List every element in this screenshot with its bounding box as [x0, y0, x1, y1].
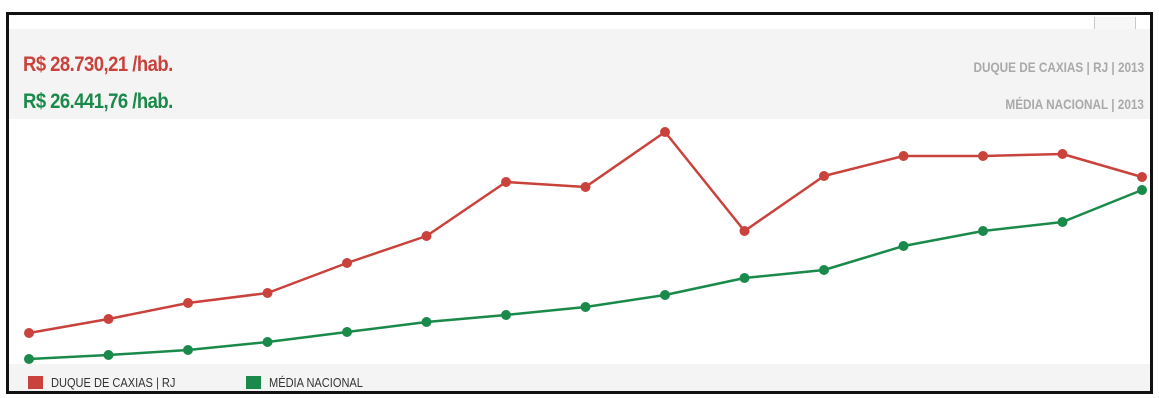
- label-duque-de-caxias: DUQUE DE CAXIAS | RJ | 2013: [973, 59, 1144, 75]
- data-point-media-nacional-3[interactable]: [183, 345, 193, 355]
- data-point-duque-de-caxias-4[interactable]: [262, 288, 273, 298]
- data-point-duque-de-caxias-12[interactable]: [898, 151, 909, 161]
- data-point-media-nacional-6[interactable]: [421, 317, 432, 327]
- legend-swatch-green: [246, 376, 261, 389]
- label-media-nacional: MÉDIA NACIONAL | 2013: [1005, 96, 1144, 112]
- data-point-duque-de-caxias-5[interactable]: [342, 258, 352, 268]
- data-point-media-nacional-7[interactable]: [501, 310, 511, 320]
- value-media-nacional: R$ 26.441,76 /hab.: [23, 90, 173, 113]
- data-point-media-nacional-13[interactable]: [978, 226, 988, 236]
- data-point-media-nacional-9[interactable]: [660, 290, 670, 300]
- chart-header: R$ 28.730,21 /hab. R$ 26.441,76 /hab. DU…: [9, 29, 1150, 119]
- data-point-duque-de-caxias-15[interactable]: [1137, 172, 1147, 182]
- data-point-media-nacional-15[interactable]: [1137, 185, 1147, 195]
- data-point-media-nacional-2[interactable]: [103, 350, 114, 360]
- data-point-duque-de-caxias-2[interactable]: [103, 314, 114, 324]
- data-point-media-nacional-12[interactable]: [898, 241, 909, 251]
- value-duque-de-caxias: R$ 28.730,21 /hab.: [23, 53, 173, 76]
- chart-legend: DUQUE DE CAXIAS | RJ MÉDIA NACIONAL: [9, 364, 1150, 391]
- legend-swatch-red: [28, 376, 43, 389]
- data-point-duque-de-caxias-1[interactable]: [24, 328, 34, 338]
- data-point-duque-de-caxias-10[interactable]: [739, 226, 750, 236]
- legend-label-media-nacional: MÉDIA NACIONAL: [269, 375, 363, 390]
- data-point-media-nacional-1[interactable]: [24, 354, 34, 364]
- legend-label-duque-de-caxias: DUQUE DE CAXIAS | RJ: [51, 375, 176, 390]
- data-point-duque-de-caxias-7[interactable]: [501, 177, 511, 187]
- legend-item-duque-de-caxias[interactable]: DUQUE DE CAXIAS | RJ: [28, 375, 197, 390]
- series-line-media-nacional: [28, 188, 1143, 361]
- data-point-media-nacional-8[interactable]: [580, 302, 591, 312]
- data-point-media-nacional-4[interactable]: [262, 337, 273, 347]
- legend-item-media-nacional[interactable]: MÉDIA NACIONAL: [246, 375, 380, 390]
- data-point-duque-de-caxias-14[interactable]: [1057, 149, 1068, 159]
- chart-frame: R$ 28.730,21 /hab. R$ 26.441,76 /hab. DU…: [6, 12, 1153, 394]
- data-point-duque-de-caxias-6[interactable]: [421, 231, 432, 241]
- data-point-duque-de-caxias-13[interactable]: [978, 151, 988, 161]
- data-point-duque-de-caxias-9[interactable]: [660, 127, 670, 137]
- data-point-duque-de-caxias-8[interactable]: [580, 182, 591, 192]
- line-chart: [24, 127, 1147, 364]
- data-point-media-nacional-14[interactable]: [1057, 217, 1068, 227]
- data-point-duque-de-caxias-3[interactable]: [183, 298, 193, 308]
- data-point-duque-de-caxias-11[interactable]: [819, 171, 829, 181]
- data-point-media-nacional-5[interactable]: [342, 327, 352, 337]
- data-point-media-nacional-10[interactable]: [739, 273, 750, 283]
- plot-area: [9, 119, 1150, 364]
- data-point-media-nacional-11[interactable]: [819, 265, 829, 275]
- top-strip: [9, 15, 1150, 31]
